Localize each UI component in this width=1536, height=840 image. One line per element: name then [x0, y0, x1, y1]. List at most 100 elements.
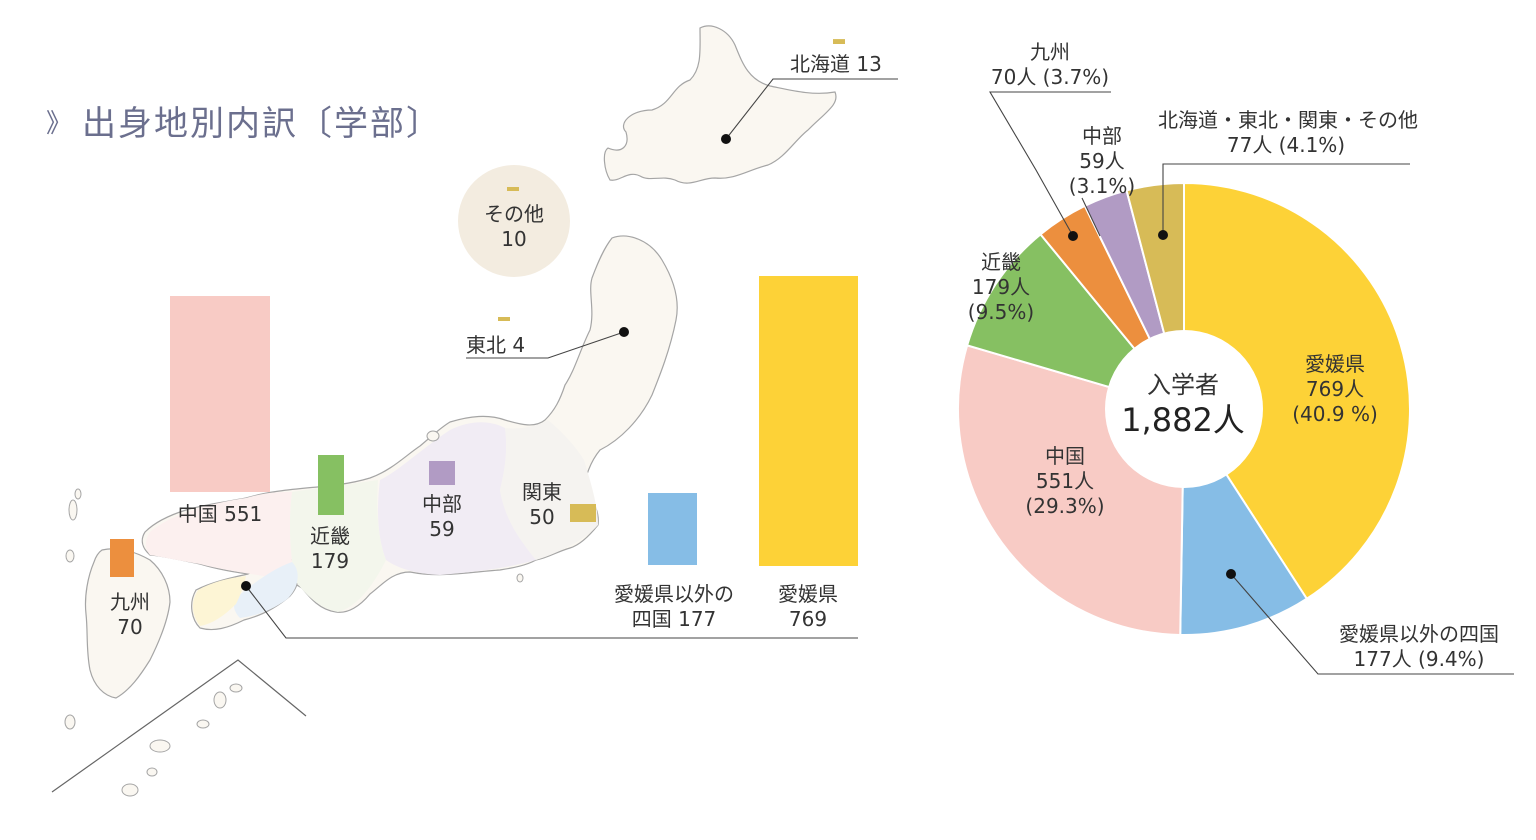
island — [516, 573, 524, 583]
kanto-label-value: 50 — [529, 505, 555, 529]
pie-label-ehime: 愛媛県 769人 (40.9 %) — [1270, 352, 1400, 427]
kyushu-label-value: 70 — [117, 615, 143, 639]
ehime-label: 愛媛県 769 — [758, 582, 858, 632]
kanto-label: 関東 50 — [514, 480, 570, 530]
title-mark: 》 — [46, 109, 75, 139]
tint-kinki — [289, 480, 386, 612]
pie-center-label: 入学者 1,882人 — [1110, 370, 1256, 440]
hokkaido-dot — [721, 134, 731, 144]
pie-label-chugoku-pct: (29.3%) — [1025, 494, 1105, 518]
shikoku-pie-dot — [1226, 569, 1236, 579]
kinki-label-name: 近畿 — [310, 524, 350, 548]
bar-3 — [570, 504, 596, 522]
bar-4 — [110, 539, 134, 577]
tint-shikoku — [233, 562, 298, 618]
region-tints — [145, 420, 598, 626]
pie-label-chugoku: 中国 551人 (29.3%) — [1010, 444, 1120, 519]
kyushu-pie-leader — [989, 91, 1111, 237]
pie-label-kinki-pct: (9.5%) — [967, 300, 1035, 324]
tohoku-dot — [619, 327, 629, 337]
island — [426, 430, 440, 442]
tint-kanto — [500, 420, 598, 560]
pie-center-title: 入学者 — [1147, 371, 1219, 399]
pie-label-kyushu-name: 九州 — [1030, 40, 1070, 64]
tint-ehime — [192, 576, 246, 626]
tint-chugoku — [145, 492, 296, 582]
okinawa-inset-frame — [51, 659, 307, 793]
other-pie-dot — [1158, 230, 1168, 240]
island — [121, 783, 139, 797]
tohoku-leader — [466, 331, 625, 359]
island — [213, 691, 227, 709]
bar-6 — [759, 276, 858, 566]
pie-label-other: 北海道・東北・関東・その他 77人 (4.1%) — [1158, 108, 1418, 158]
shikoku-label: 愛媛県以外の 四国 177 — [604, 582, 744, 632]
map-hokkaido — [603, 25, 837, 184]
pie-label-chubu-name: 中部 — [1082, 124, 1122, 148]
kinki-label: 近畿 179 — [300, 524, 360, 574]
other-label-name: その他 — [484, 202, 544, 226]
chubu-pie-leader — [1081, 197, 1101, 237]
pie-leaders — [989, 91, 1514, 675]
island — [146, 767, 158, 777]
island — [74, 488, 82, 500]
kinki-label-value: 179 — [310, 549, 350, 573]
chubu-label-value: 59 — [429, 517, 455, 541]
kanto-label-name: 関東 — [522, 480, 562, 504]
pie-label-kinki: 近畿 179人 (9.5%) — [956, 250, 1046, 325]
pie-label-ehime-count: 769人 — [1305, 377, 1365, 401]
island — [68, 499, 78, 521]
kyushu-pie-dot — [1068, 231, 1078, 241]
map-kyushu — [84, 548, 171, 699]
pie-label-chugoku-name: 中国 — [1045, 444, 1085, 468]
ehime-label-name: 愛媛県 — [778, 582, 838, 606]
bar-9 — [507, 187, 519, 191]
shikoku-pie-leader — [1230, 573, 1514, 675]
pie-label-other-name: 北海道・東北・関東・その他 — [1158, 108, 1418, 132]
pie-label-kyushu: 九州 70人 (3.7%) — [990, 40, 1110, 90]
bar-2 — [429, 461, 455, 485]
pie-label-chubu-pct: (3.1%) — [1068, 174, 1136, 198]
shikoku-dot — [241, 581, 251, 591]
tint-chubu — [378, 422, 536, 575]
other-label-value: 10 — [501, 227, 527, 251]
pie-label-ehime-pct: (40.9 %) — [1292, 402, 1378, 426]
other-label: その他 10 — [474, 202, 554, 252]
bar-1 — [318, 455, 344, 515]
title-text: 出身地別内訳〔学部〕 — [82, 104, 443, 144]
chugoku-label: 中国 551 — [177, 502, 263, 526]
chubu-label: 中部 59 — [412, 492, 472, 542]
hokkaido-label: 北海道 13 — [790, 52, 882, 76]
ehime-label-value: 769 — [788, 607, 828, 631]
hokkaido-leader — [725, 78, 898, 140]
page-title: 》出身地別内訳〔学部〕 — [46, 96, 442, 145]
island — [196, 719, 210, 729]
pie-label-shikoku-count: 177人 (9.4%) — [1353, 647, 1485, 671]
pie-label-shikoku-name: 愛媛県以外の四国 — [1339, 622, 1499, 646]
kyushu-label-name: 九州 — [110, 590, 150, 614]
pie-center-total: 1,882人 — [1121, 401, 1245, 439]
island — [149, 739, 171, 753]
island — [65, 549, 75, 563]
tohoku-label: 東北 4 — [466, 333, 526, 357]
pie-label-ehime-name: 愛媛県 — [1305, 352, 1365, 376]
other-circle — [458, 165, 570, 277]
pie-label-chubu-count: 59人 — [1079, 149, 1125, 173]
other-pie-leader — [1162, 163, 1410, 235]
pie-label-chubu: 中部 59人 (3.1%) — [1062, 124, 1142, 199]
pie-label-chugoku-count: 551人 — [1035, 469, 1095, 493]
map-leaders — [245, 78, 898, 639]
bar-7 — [833, 39, 845, 44]
island — [229, 683, 243, 693]
pie-label-other-count: 77人 (4.1%) — [1226, 133, 1346, 157]
chubu-label-name: 中部 — [422, 492, 462, 516]
pie-label-kyushu-count: 70人 (3.7%) — [990, 65, 1110, 89]
island — [64, 714, 76, 730]
pie-label-shikoku: 愛媛県以外の四国 177人 (9.4%) — [1324, 622, 1514, 672]
shikoku-label-line1: 愛媛県以外の — [614, 582, 734, 606]
pie-label-kinki-name: 近畿 — [981, 250, 1021, 274]
pie-center-hole — [1105, 330, 1263, 488]
bar-8 — [498, 317, 510, 321]
